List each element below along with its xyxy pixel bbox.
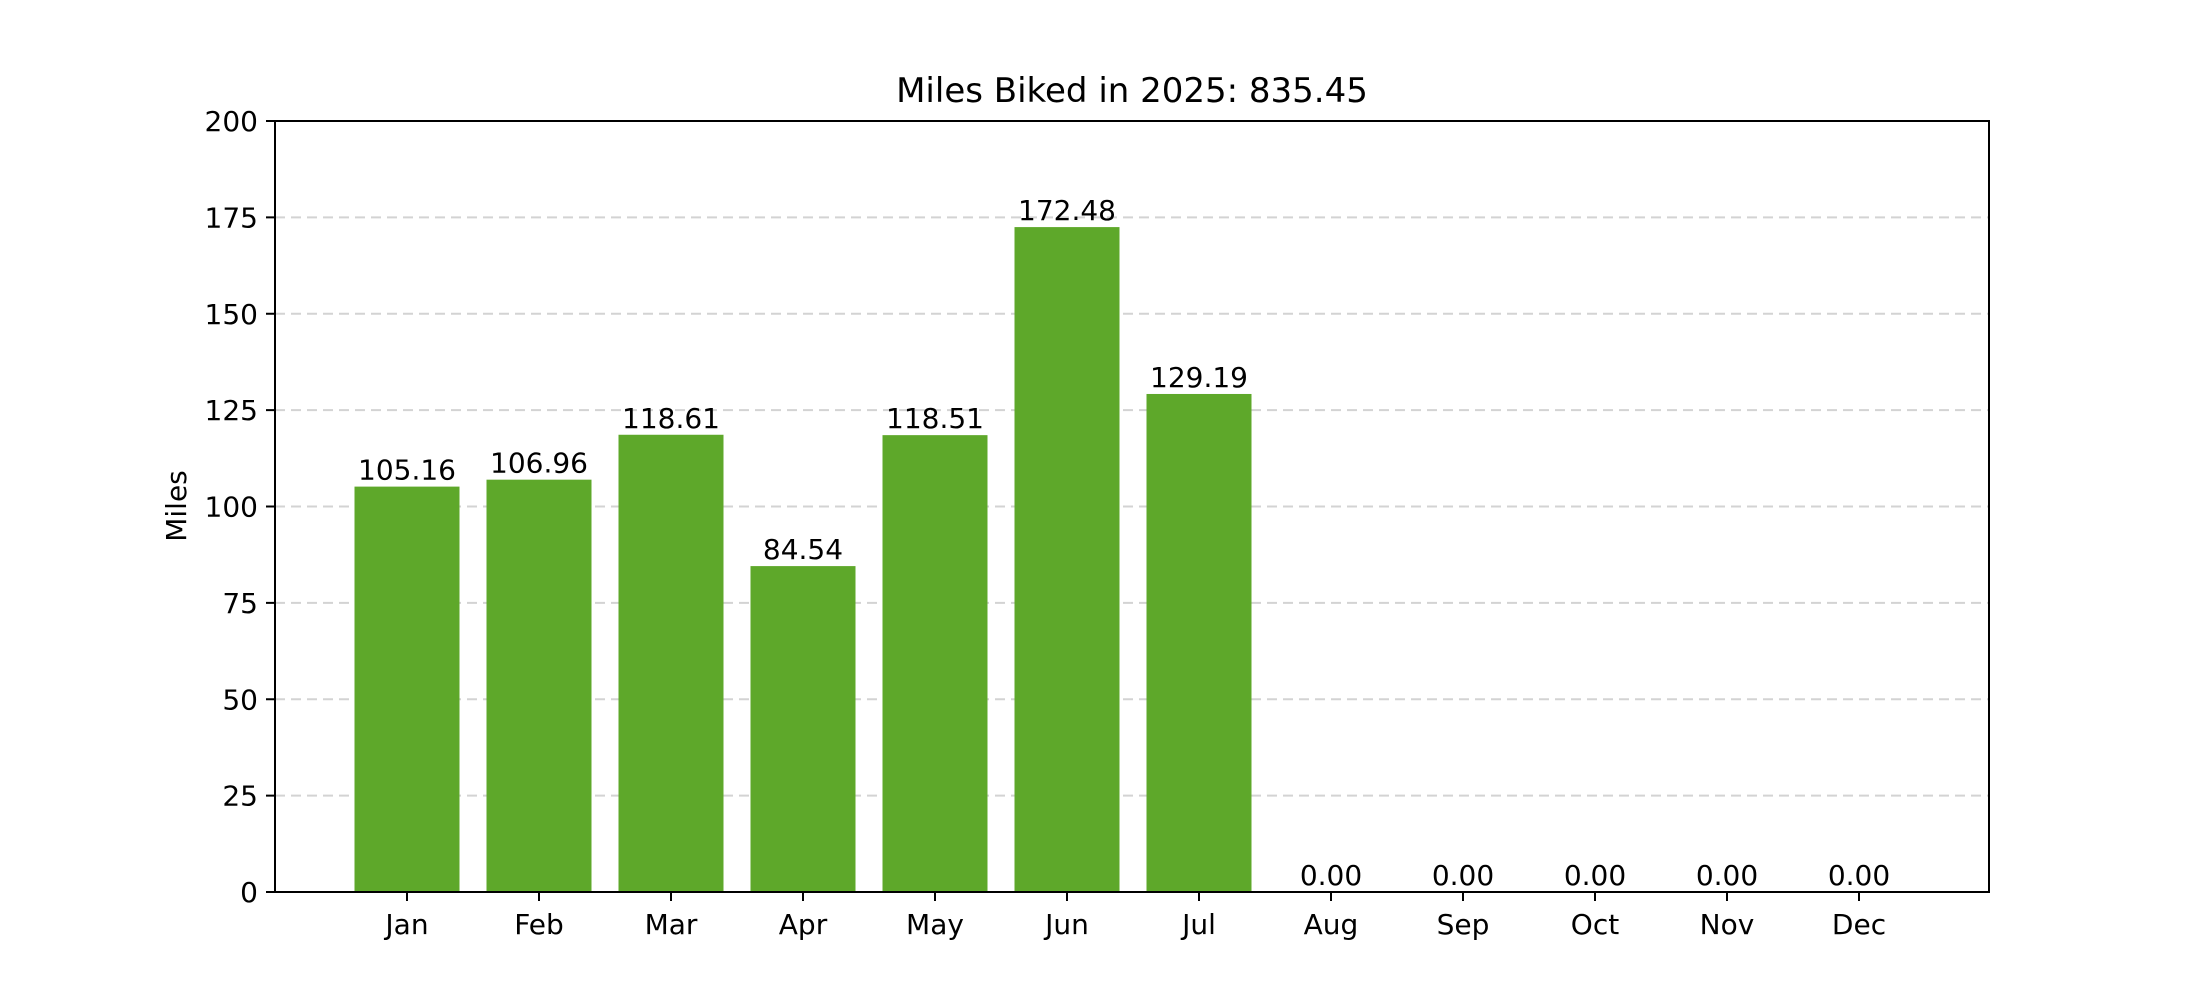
bar-value-label: 0.00 [1432,859,1494,892]
y-axis-title: Miles [160,470,193,542]
x-tick-label: Jan [383,908,428,941]
x-tick-label: Nov [1700,908,1755,941]
chart-title: Miles Biked in 2025: 835.45 [896,71,1368,111]
y-tick-label: 75 [222,587,258,620]
x-tick-label: Feb [514,908,564,941]
bar-jan [354,486,460,892]
bar-value-label: 172.48 [1018,194,1116,227]
y-tick-label: 200 [205,105,258,138]
y-tick-label: 100 [205,491,258,524]
bar-jun [1014,227,1120,892]
bars [354,227,1252,892]
bar-value-label: 129.19 [1150,361,1248,394]
bar-jul [1146,393,1252,892]
y-tick-label: 50 [222,683,258,716]
x-tick-label: Apr [779,908,828,941]
bar-value-label: 0.00 [1564,859,1626,892]
bar-may [882,435,988,892]
x-tick-label: May [906,908,964,941]
x-tick-label: Jun [1043,908,1089,941]
y-axis: 0 25 50 75 100 125 150 175 200 [205,105,275,909]
bar-value-labels: 105.16 106.96 118.61 84.54 118.51 172.48 129.1… [358,194,1890,892]
bar-value-label: 0.00 [1828,859,1890,892]
y-tick-label: 25 [222,780,258,813]
bar-feb [486,479,592,892]
bar-value-label: 106.96 [490,447,588,480]
x-axis: Jan Feb Mar Apr May Jun Jul Aug Sep Oct Nov Dec [383,892,1886,941]
bar-value-label: 118.61 [622,402,720,435]
y-tick-label: 0 [240,876,258,909]
bar-value-label: 0.00 [1300,859,1362,892]
bar-value-label: 105.16 [358,454,456,487]
x-tick-label: Dec [1832,908,1886,941]
y-tick-label: 125 [205,394,258,427]
gridlines [275,216,1989,797]
x-tick-label: Aug [1304,908,1359,941]
x-tick-label: Sep [1437,908,1490,941]
y-tick-label: 175 [205,201,258,234]
y-tick-label: 150 [205,298,258,331]
bar-apr [750,566,856,892]
bar-mar [618,434,724,892]
x-tick-label: Jul [1180,908,1216,941]
bar-value-label: 118.51 [886,402,984,435]
bar-value-label: 0.00 [1696,859,1758,892]
bar-value-label: 84.54 [763,533,843,566]
x-tick-label: Oct [1571,908,1619,941]
x-tick-label: Mar [645,908,698,941]
